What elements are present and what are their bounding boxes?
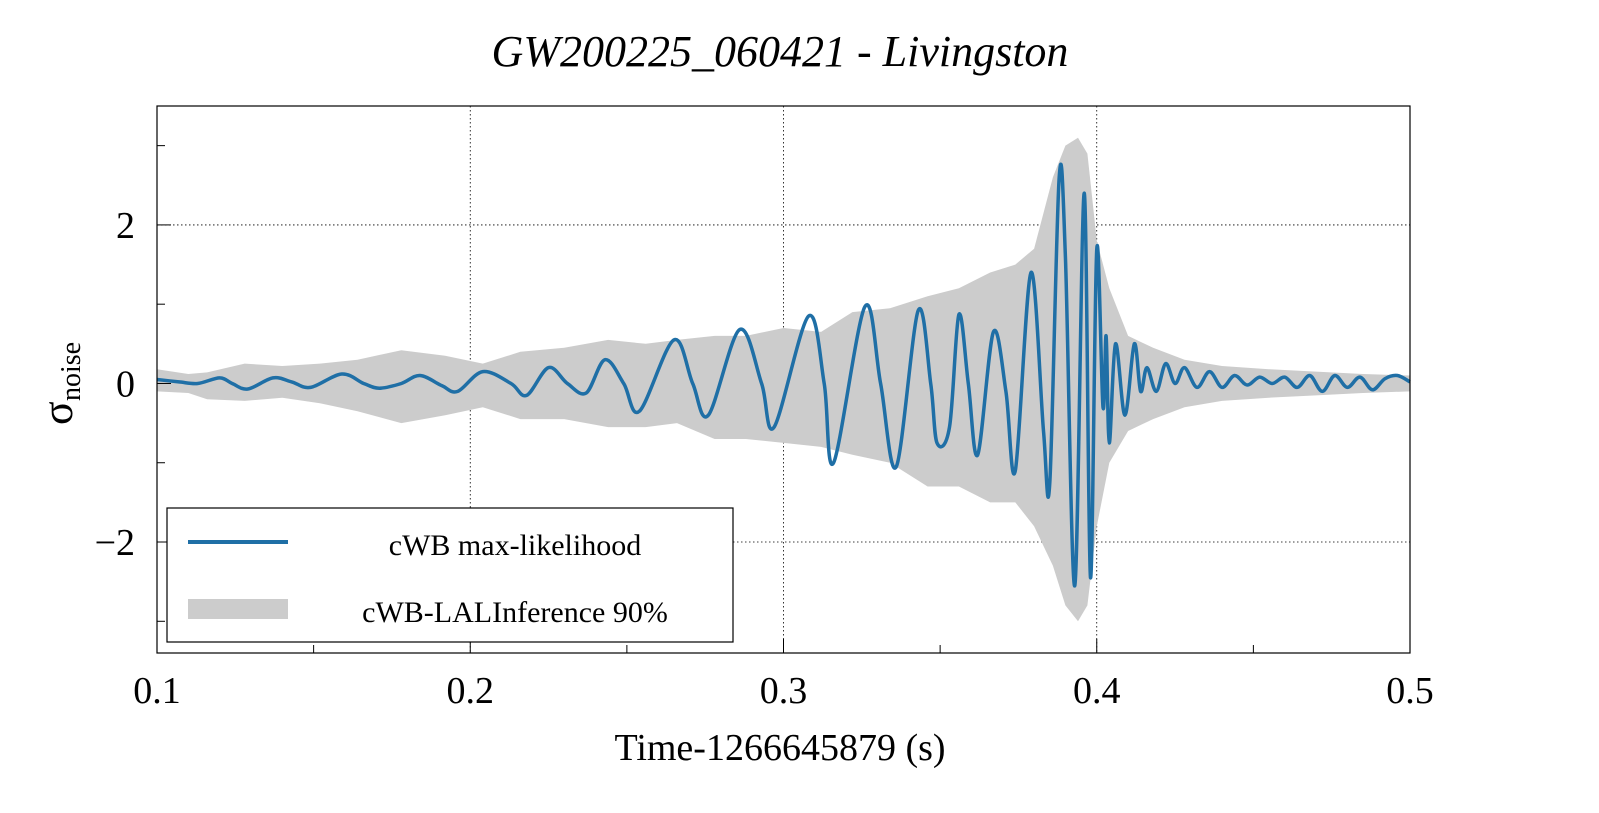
legend-label-band: cWB-LALInference 90% xyxy=(362,596,668,629)
axis-ticks: 0.1 0.2 0.3 0.4 0.5 −2 0 2 xyxy=(95,145,1434,712)
x-tick-label: 0.3 xyxy=(760,670,808,712)
y-tick-label: 2 xyxy=(116,205,135,247)
legend: cWB max-likelihood cWB-LALInference 90% xyxy=(166,507,734,643)
x-tick-label: 0.4 xyxy=(1073,670,1121,712)
x-tick-label: 0.1 xyxy=(133,670,181,712)
x-tick-label: 0.2 xyxy=(447,670,495,712)
legend-box xyxy=(166,507,734,643)
y-axis-label-sub: noise xyxy=(56,342,87,401)
y-tick-label: −2 xyxy=(95,522,135,564)
y-tick-label: 0 xyxy=(116,363,135,405)
series-line-max-likelihood xyxy=(156,162,1411,588)
y-axis-label-main: σ xyxy=(33,401,82,425)
legend-label-line: cWB max-likelihood xyxy=(389,529,641,562)
chart-title: GW200225_060421 - Livingston xyxy=(492,27,1069,76)
x-axis-label: Time-1266645879 (s) xyxy=(614,727,945,769)
x-tick-label: 0.5 xyxy=(1386,670,1434,712)
y-axis-label: σ noise xyxy=(33,342,87,425)
legend-swatch-band xyxy=(188,599,288,619)
series-line-group xyxy=(156,162,1411,588)
